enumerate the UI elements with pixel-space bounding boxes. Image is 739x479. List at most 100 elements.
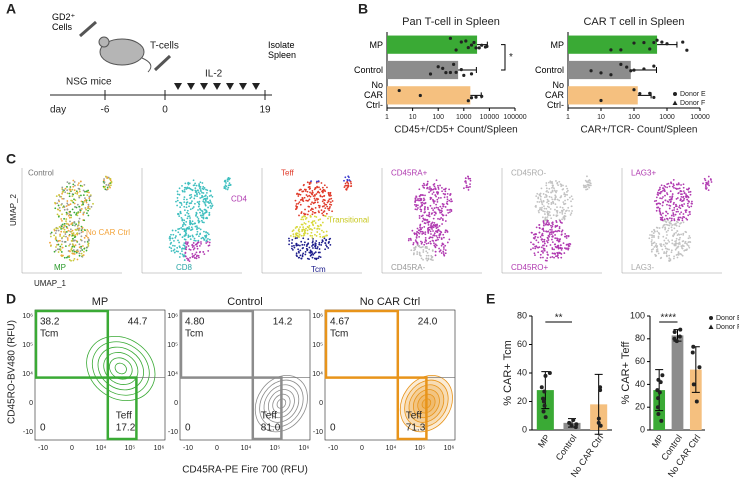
umap-cell: [185, 241, 187, 243]
umap-cell: [545, 207, 548, 210]
umap-cell: [304, 250, 307, 253]
umap-cell: [290, 242, 293, 244]
umap-cell: [62, 197, 65, 200]
umap-cell: [191, 207, 194, 210]
umap-cell: [311, 234, 314, 237]
data-point: [691, 382, 696, 387]
umap-cell: [446, 196, 449, 198]
umap-cell: [193, 197, 196, 200]
umap-cell: [299, 188, 302, 191]
contour: [276, 398, 287, 409]
umap-cell: [317, 180, 320, 183]
umap-cell: [666, 242, 669, 245]
umap-cell: [291, 245, 293, 248]
umap-cell: [62, 206, 64, 209]
umap-cell: [584, 186, 587, 189]
umap-cell: [60, 227, 63, 230]
umap-cell: [61, 227, 64, 230]
umap-cell: [191, 200, 193, 203]
umap-cell: [321, 186, 324, 189]
umap-cell: [442, 236, 445, 239]
umap-cell: [673, 218, 676, 220]
umap-cell: [311, 210, 314, 213]
umap-label: CD45RO-: [511, 168, 546, 177]
umap-cell: [657, 232, 660, 234]
umap-cell: [418, 188, 421, 191]
umap-cell: [226, 178, 229, 181]
umap-cell: [178, 201, 181, 204]
umap-cell: [75, 240, 78, 242]
umap-cell: [89, 195, 92, 198]
umap-cell: [674, 213, 677, 216]
umap-cell: [68, 258, 71, 261]
quadrant-name: Tcm: [40, 329, 58, 340]
umap-cell: [304, 253, 307, 256]
umap-cell: [678, 225, 681, 228]
umap-cell: [318, 191, 321, 194]
gate: [34, 309, 110, 379]
umap-cell: [423, 184, 426, 187]
bar: [387, 35, 478, 54]
umap-label: CD4: [231, 195, 248, 204]
umap-cell: [186, 201, 189, 204]
umap-cell: [536, 246, 539, 249]
umap-cell: [306, 195, 309, 198]
umap-cell: [654, 244, 657, 247]
data-point: [656, 396, 661, 401]
umap-cell: [293, 246, 296, 249]
umap-cell: [535, 195, 538, 197]
umap-cell: [433, 211, 436, 214]
umap-cell: [72, 239, 75, 242]
umap-cell: [210, 207, 212, 209]
umap-cell: [682, 215, 685, 218]
umap-cell: [198, 183, 201, 185]
umap-cell: [189, 217, 191, 219]
umap-cell: [189, 248, 192, 251]
umap-cell: [657, 235, 660, 238]
umap-cell: [665, 237, 668, 240]
umap-cell: [184, 214, 187, 216]
umap-cell: [430, 258, 433, 261]
umap-cell: [184, 182, 187, 185]
tcells-label: T-cells: [150, 41, 179, 52]
umap-cell: [321, 191, 324, 194]
umap-cell: [316, 247, 318, 250]
umap-cell: [557, 247, 560, 250]
data-point: [462, 73, 466, 77]
umap-cell: [76, 212, 79, 215]
umap-cell: [669, 259, 672, 262]
umap-cell: [677, 182, 680, 185]
y-axis-label: % CAR+ Teff: [620, 341, 632, 405]
umap-cell: [418, 251, 421, 254]
umap-cell: [682, 183, 685, 186]
umap-cell: [69, 210, 72, 213]
umap-cell: [546, 241, 549, 244]
umap-cell: [83, 236, 86, 239]
umap-cell: [194, 191, 197, 194]
umap-cell: [317, 219, 320, 221]
category-label-text: MP: [550, 39, 565, 50]
umap-cell: [416, 208, 418, 211]
day-tick-label: 0: [162, 105, 168, 116]
il2-doses: [174, 83, 260, 90]
y-tick-label: 0: [29, 400, 33, 407]
umap-cell: [77, 250, 79, 253]
umap-cell: [72, 244, 75, 247]
umap-cell: [443, 196, 446, 199]
umap-cell: [303, 222, 306, 224]
umap-cell: [570, 212, 573, 215]
umap-cell: [189, 208, 192, 211]
umap-cell: [57, 251, 60, 253]
umap-cell: [448, 209, 450, 211]
umap-cell: [187, 236, 190, 239]
umap-cell: [677, 252, 680, 255]
umap-cell: [350, 182, 352, 185]
umap-cell: [675, 210, 678, 213]
umap-cell: [176, 190, 179, 193]
umap-cell: [208, 238, 211, 241]
umap-cell: [323, 237, 326, 240]
umap-cell: [548, 181, 550, 184]
y-tick-label: 20: [517, 396, 527, 406]
umap-cell: [554, 230, 557, 233]
umap-cell: [72, 249, 75, 251]
